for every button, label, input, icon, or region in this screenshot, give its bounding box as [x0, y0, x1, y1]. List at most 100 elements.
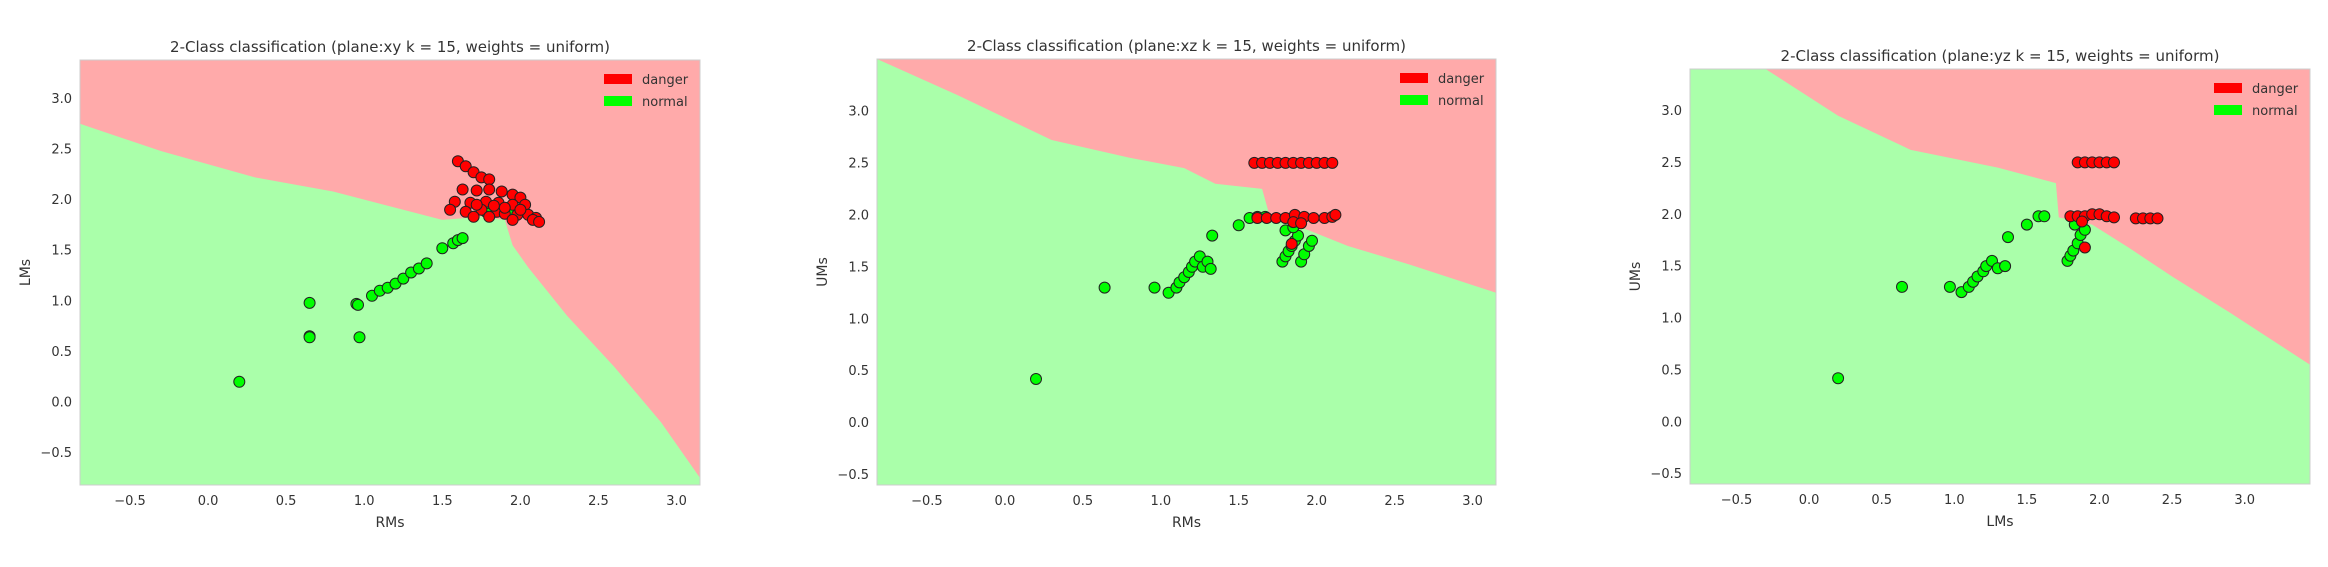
normal-point [1148, 281, 1161, 294]
danger-point [483, 210, 496, 223]
plot-area-2 [877, 59, 1496, 485]
normal-point [1232, 219, 1245, 232]
x-tick-label: 2.0 [2089, 493, 2110, 508]
y-tick-label: 3.0 [1661, 104, 1682, 119]
danger-point [498, 201, 511, 214]
legend-swatch-normal [1400, 95, 1428, 105]
danger-point [533, 215, 546, 228]
x-tick-label: 0.5 [1072, 494, 1093, 509]
danger-point [467, 210, 480, 223]
y-tick-label: 3.0 [51, 92, 72, 107]
chart-title-3: 2-Class classification (plane:yz k = 15,… [1781, 47, 2220, 65]
danger-point [2108, 211, 2120, 224]
chart-panel-3: 2-Class classification (plane:yz k = 15,… [1628, 47, 2311, 530]
danger-point [459, 160, 472, 173]
x-tick-label: −0.5 [1721, 493, 1753, 508]
x-tick-label: 0.0 [1799, 493, 1820, 508]
normal-point [303, 331, 316, 344]
danger-region-2 [877, 59, 1496, 293]
x-tick-label: 1.5 [1228, 494, 1249, 509]
danger-region-3 [1690, 69, 2310, 365]
y-tick-label: 0.5 [51, 345, 72, 360]
y-axis-label-2: UMs [815, 257, 831, 287]
plot-area-3 [1690, 69, 2310, 484]
y-tick-label: −0.5 [837, 468, 869, 483]
y-tick-label: 1.5 [1661, 260, 1682, 275]
danger-point [2076, 215, 2088, 228]
legend-label-danger-1: danger [642, 73, 689, 88]
chart-title-2: 2-Class classification (plane:xz k = 15,… [967, 37, 1406, 55]
plot-area-1 [80, 60, 700, 485]
x-tick-label: 3.0 [1462, 494, 1483, 509]
danger-point [1326, 156, 1339, 169]
plot-frame-1 [79, 59, 701, 486]
danger-point [506, 213, 519, 226]
x-tick-label: 0.0 [995, 494, 1016, 509]
y-tick-label: 1.0 [1661, 312, 1682, 327]
normal-point [1098, 281, 1111, 294]
normal-point [353, 331, 366, 344]
legend-label-danger-3: danger [2252, 82, 2299, 97]
plot-frame-3 [1689, 68, 2311, 485]
legend-swatch-danger [604, 74, 632, 84]
x-tick-label: 2.0 [510, 494, 531, 509]
normal-point [1204, 262, 1217, 275]
danger-point [483, 173, 496, 186]
danger-point [1307, 212, 1320, 224]
y-tick-label: 2.5 [1661, 156, 1682, 171]
chart-panel-1: 2-Class classification (plane:xy k = 15,… [18, 38, 701, 531]
x-tick-label: −0.5 [114, 494, 146, 509]
y-tick-label: 0.0 [1661, 415, 1682, 430]
plot-frame-2 [876, 58, 1497, 486]
normal-point [303, 296, 316, 309]
y-tick-label: 1.0 [848, 312, 869, 327]
x-tick-label: 3.0 [666, 494, 687, 509]
danger-point [444, 203, 457, 216]
normal-point [1943, 280, 1956, 293]
danger-point [483, 183, 496, 196]
y-tick-label: 2.5 [848, 156, 869, 171]
danger-point [2078, 241, 2091, 254]
normal-point [233, 375, 246, 388]
legend-swatch-danger [1400, 73, 1428, 83]
danger-point [1285, 237, 1298, 250]
legend-label-normal-1: normal [642, 95, 688, 110]
y-tick-label: 1.5 [51, 244, 72, 259]
normal-point [1030, 373, 1042, 385]
danger-point [487, 199, 500, 212]
y-axis-label-1: LMs [18, 259, 34, 286]
normal-point [1206, 229, 1219, 242]
danger-point [456, 183, 469, 196]
normal-point [1832, 372, 1845, 385]
y-tick-label: 0.0 [848, 416, 869, 431]
y-tick-label: 0.0 [51, 396, 72, 411]
y-tick-label: −0.5 [1650, 467, 1682, 482]
normal-point [1999, 260, 2012, 273]
normal-point [352, 298, 364, 311]
x-tick-label: 1.5 [432, 494, 453, 509]
x-tick-label: 1.0 [1150, 494, 1171, 509]
legend-swatch-normal [604, 96, 632, 106]
x-tick-label: 0.0 [198, 494, 219, 509]
danger-point [1329, 208, 1342, 221]
legend-label-normal-3: normal [2252, 104, 2298, 119]
y-tick-label: 1.5 [848, 260, 869, 275]
y-tick-label: 2.5 [51, 143, 72, 158]
y-tick-label: 0.5 [1661, 363, 1682, 378]
legend-swatch-danger [2214, 83, 2242, 93]
x-tick-label: 1.0 [354, 494, 375, 509]
normal-point [436, 242, 449, 255]
x-tick-label: 1.0 [1944, 493, 1965, 508]
y-tick-label: 0.5 [848, 364, 869, 379]
x-tick-label: 1.5 [2017, 493, 2038, 508]
normal-point [2038, 210, 2051, 223]
danger-point [514, 203, 527, 216]
normal-point [420, 257, 433, 270]
x-tick-label: 2.0 [1306, 494, 1327, 509]
x-axis-label-2: RMs [1172, 515, 1201, 531]
normal-point [1896, 280, 1908, 293]
danger-point [470, 184, 483, 197]
x-tick-label: 2.5 [2162, 493, 2183, 508]
normal-point [397, 272, 410, 285]
